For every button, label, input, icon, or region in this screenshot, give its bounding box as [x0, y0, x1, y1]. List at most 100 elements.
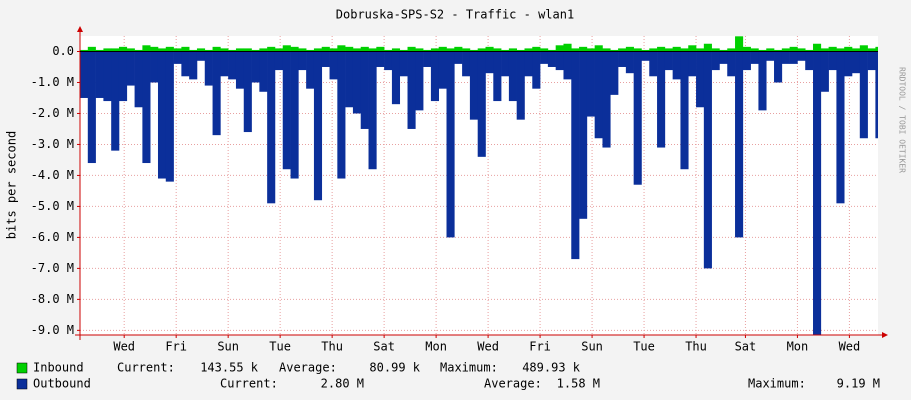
area-bar [477, 48, 486, 52]
area-bar [376, 46, 385, 52]
area-bar [781, 48, 790, 52]
area-bar [657, 51, 666, 148]
area-bar [493, 51, 502, 102]
x-tick-label: Tue [633, 340, 655, 354]
area-bar [423, 49, 432, 52]
area-bar [789, 46, 798, 52]
area-bar [508, 48, 517, 52]
area-bar [142, 45, 151, 52]
area-bar [828, 46, 837, 52]
area-bar [368, 48, 377, 52]
area-bar [469, 51, 479, 120]
area-bar [844, 51, 853, 77]
area-bar [228, 51, 237, 80]
area-bar [181, 51, 190, 77]
area-bar [813, 43, 822, 52]
area-bar [547, 51, 556, 67]
area-bar [867, 51, 876, 71]
area-bar [555, 51, 564, 71]
area-bar [454, 46, 463, 52]
area-bar [579, 51, 588, 219]
x-tick-label: Wed [839, 340, 861, 354]
area-bar [501, 51, 510, 77]
area-bar [774, 51, 783, 83]
y-axis-label: bits per second [5, 131, 19, 239]
area-bar [586, 48, 595, 52]
area-bar [664, 51, 673, 71]
area-bar [438, 46, 447, 52]
area-bar [95, 51, 104, 98]
area-bar [313, 51, 323, 201]
area-bar [711, 48, 720, 52]
area-bar [87, 51, 96, 164]
area-bar [173, 48, 182, 52]
area-bar [649, 48, 658, 52]
watermark: RRDTOOL / TOBI OETIKER [898, 67, 907, 173]
legend-stat-label: Current: [220, 377, 278, 391]
area-bar [228, 49, 237, 52]
x-axis-arrow [882, 332, 888, 338]
area-bar [251, 51, 260, 83]
legend-swatch [16, 378, 28, 390]
y-tick-label: -1.0 M [31, 75, 74, 89]
area-bar [337, 45, 346, 52]
area-bar [118, 46, 128, 52]
area-bar [407, 46, 416, 52]
area-bar [696, 51, 705, 108]
y-tick-label: -6.0 M [31, 230, 74, 244]
area-bar [173, 51, 182, 64]
area-bar [274, 48, 284, 52]
legend-label: Inbound [33, 361, 84, 375]
area-bar [867, 48, 876, 52]
x-tick-label: Sun [217, 340, 239, 354]
area-bar [758, 51, 767, 111]
legend-stat-value: 9.19 M [837, 377, 880, 391]
y-tick-label: 0.0 [52, 44, 74, 58]
area-bar [493, 48, 502, 52]
area-bar [820, 48, 829, 52]
area-bar [625, 46, 634, 52]
area-bar [196, 51, 206, 61]
area-bar [852, 51, 861, 74]
area-bar [766, 48, 775, 52]
area-bar [430, 51, 440, 102]
legend-stat-value: 143.55 k [200, 361, 259, 375]
area-bar [321, 51, 330, 67]
area-bar [259, 51, 268, 92]
area-bar [875, 46, 878, 52]
legend-stat-value: 489.93 k [522, 361, 581, 375]
y-tick-label: -5.0 M [31, 199, 74, 213]
area-bar [477, 51, 486, 157]
area-bar [625, 51, 634, 74]
area-bar [80, 51, 89, 98]
area-bar [430, 48, 440, 52]
area-bar [758, 49, 767, 52]
area-bar [633, 48, 642, 52]
area-bar [118, 51, 128, 102]
legend-stat-label: Average: [279, 361, 337, 375]
area-bar [142, 51, 151, 164]
area-bar [407, 51, 416, 129]
x-tick-label: Fri [529, 340, 551, 354]
y-axis-arrow [77, 26, 83, 32]
area-bar [727, 51, 736, 77]
area-bar [594, 45, 603, 52]
area-bar [313, 48, 323, 52]
area-bar [368, 51, 377, 170]
area-bar [235, 48, 245, 52]
area-bar [540, 51, 549, 64]
area-bar [150, 51, 159, 83]
x-tick-label: Wed [113, 340, 135, 354]
area-bar [680, 51, 689, 170]
area-bar [805, 49, 814, 52]
area-bar [641, 51, 650, 61]
area-bar [618, 48, 627, 52]
area-bar [820, 51, 829, 92]
area-bar [345, 51, 354, 108]
area-bar [80, 49, 89, 52]
y-tick-label: -4.0 M [31, 168, 74, 182]
area-bar [212, 46, 221, 52]
area-bar [103, 48, 112, 52]
area-bar [126, 48, 135, 52]
